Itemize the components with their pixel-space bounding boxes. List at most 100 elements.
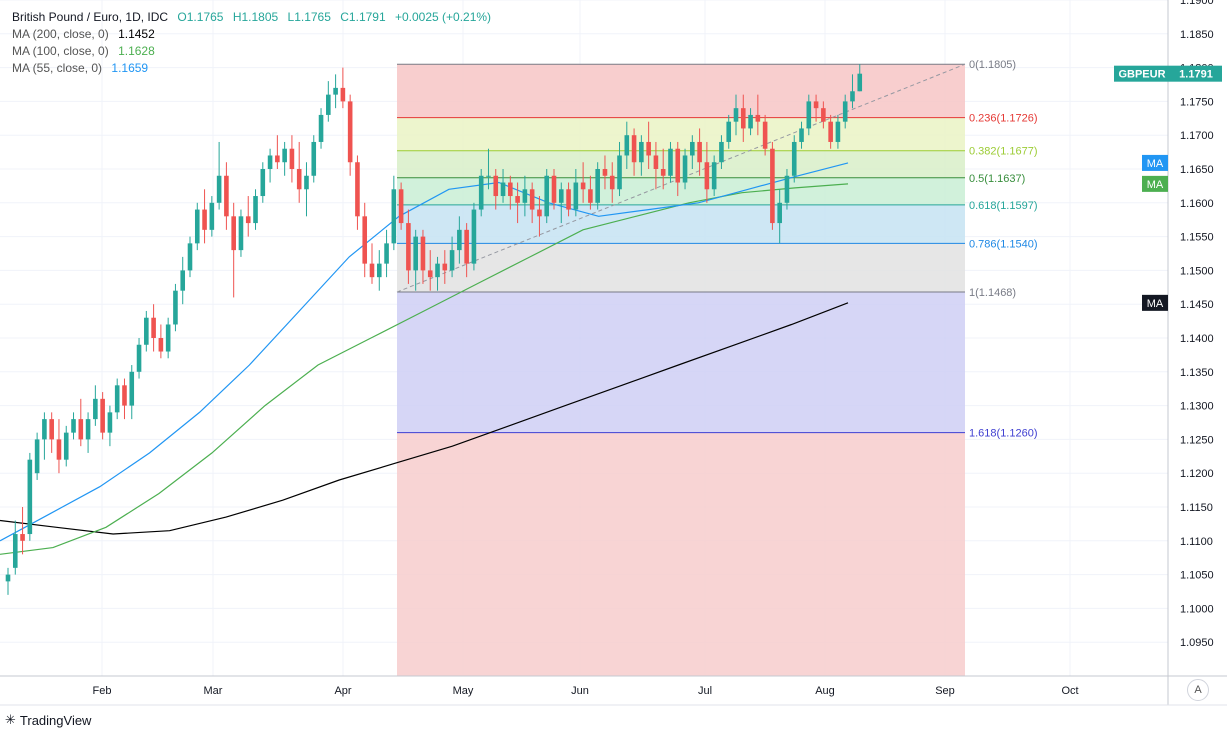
candle-body <box>304 175 309 190</box>
ma-tag-badge <box>1142 175 1168 192</box>
candle-body <box>194 209 200 244</box>
y-tick-label: 1.1750 <box>1180 96 1214 108</box>
legend-ma100[interactable]: MA (100, close, 0) 1.1628 <box>12 43 491 60</box>
y-tick-label: 1.0950 <box>1180 637 1214 649</box>
tradingview-footer[interactable]: ✳ TradingView <box>5 712 91 728</box>
ma-tag-text: MA <box>1147 298 1164 310</box>
fib-zone <box>397 204 965 244</box>
fibonacci-retracement[interactable]: 0(1.1805) 0.236(1.1726) 0.382(1.1677) 0.5(1… <box>396 59 1038 676</box>
candle-body <box>471 209 477 264</box>
candle-body <box>566 189 571 210</box>
y-tick-label: 1.1300 <box>1180 401 1214 413</box>
candle-body <box>675 148 681 183</box>
candle-body <box>573 182 579 210</box>
low-value: L1.1765 <box>287 10 331 24</box>
candle-body <box>522 189 528 203</box>
ma-tag-badge <box>1142 154 1168 171</box>
candle-body <box>355 162 360 217</box>
x-tick-label: Aug <box>815 685 835 697</box>
candle-body <box>660 169 666 176</box>
legend-ma55[interactable]: MA (55, close, 0) 1.1659 <box>12 60 491 77</box>
candle-body <box>435 263 440 278</box>
ticker-badge <box>1114 65 1170 82</box>
candle-body <box>289 148 295 169</box>
candle-body <box>588 189 593 203</box>
candle-body <box>180 270 186 291</box>
candle-body <box>63 432 69 460</box>
y-tick-label: 1.1100 <box>1180 536 1213 548</box>
chart-legend: British Pound / Euro, 1D, IDC O1.1765 H1… <box>12 9 491 77</box>
candle-body <box>828 121 833 142</box>
candle-body <box>311 141 317 176</box>
candle-body <box>187 243 193 271</box>
chart-axes: 1.0950 1.1000 1.1050 1.1100 1.1150 1.1200 1.12… <box>0 0 1227 706</box>
candle-body <box>558 189 564 203</box>
candle-body <box>478 175 484 210</box>
candle-body <box>275 155 280 163</box>
candle-body <box>56 439 62 460</box>
ma-tag-text: MA <box>1147 179 1164 191</box>
candle-body <box>27 459 33 535</box>
candle-body <box>711 162 717 190</box>
candle-body <box>704 162 710 190</box>
fib-zone <box>397 177 965 205</box>
ma-tag-text: MA <box>1147 158 1164 170</box>
x-tick-label: May <box>453 685 474 697</box>
ma-price-tag[interactable]: MA <box>1142 175 1168 192</box>
y-tick-label: 1.1450 <box>1180 299 1214 311</box>
candle-body <box>791 141 797 176</box>
close-value: C1.1791 <box>340 10 386 24</box>
ma-price-tag[interactable]: MA <box>1142 154 1168 171</box>
change-value: +0.0025 (+0.21%) <box>394 10 492 24</box>
fib-zone <box>397 150 965 178</box>
y-tick-label: 1.1200 <box>1180 468 1214 480</box>
candle-body <box>784 175 790 203</box>
x-tick-label: Mar <box>204 685 223 697</box>
candle-body <box>326 94 331 115</box>
x-tick-label: Sep <box>935 685 955 697</box>
candle-body <box>500 182 506 197</box>
fib-zone <box>397 117 965 151</box>
ma200-value: 1.1452 <box>118 27 155 41</box>
auto-scale-button[interactable]: A <box>1187 679 1209 701</box>
candle-body <box>646 141 651 156</box>
x-tick-label: Jul <box>698 685 712 697</box>
candle-body <box>813 101 819 109</box>
fib-level-label: 0.382(1.1677) <box>969 146 1038 158</box>
candle-body <box>34 439 40 474</box>
price-text: 1.1791 <box>1179 69 1213 81</box>
candle-body <box>260 169 266 197</box>
y-tick-label: 1.1650 <box>1180 164 1214 176</box>
candle-body <box>71 419 76 433</box>
candle-body <box>173 290 178 325</box>
ma-price-tag[interactable]: MA <box>1142 294 1168 311</box>
x-tick-label: Oct <box>1061 685 1078 697</box>
candle-body <box>93 398 98 420</box>
y-tick-label: 1.1050 <box>1180 570 1214 582</box>
candle-body <box>762 121 768 149</box>
candle-body <box>78 419 84 440</box>
x-tick-label: Jun <box>571 685 589 697</box>
gbpeur-price-tag[interactable]: GBPEUR 1.1791 <box>1114 65 1222 82</box>
candle-body <box>49 419 54 440</box>
candle-body <box>391 189 397 244</box>
legend-ma200[interactable]: MA (200, close, 0) 1.1452 <box>12 26 491 43</box>
candle-body <box>347 101 353 163</box>
fib-zone <box>397 292 965 433</box>
candle-body <box>508 182 513 197</box>
candle-body <box>515 196 520 203</box>
candle-body <box>690 141 695 156</box>
candle-body <box>107 412 113 433</box>
candle-body <box>486 175 491 177</box>
candle-body <box>755 114 761 122</box>
candle-body <box>740 108 746 129</box>
candle-body <box>821 108 826 122</box>
y-tick-label: 1.1000 <box>1180 603 1214 615</box>
candle-body <box>529 189 535 210</box>
candle-body <box>100 398 105 433</box>
fib-level-label: 1(1.1468) <box>969 287 1016 299</box>
high-value: H1.1805 <box>232 10 279 24</box>
candlestick-series <box>5 64 863 595</box>
candle-body <box>267 155 273 169</box>
